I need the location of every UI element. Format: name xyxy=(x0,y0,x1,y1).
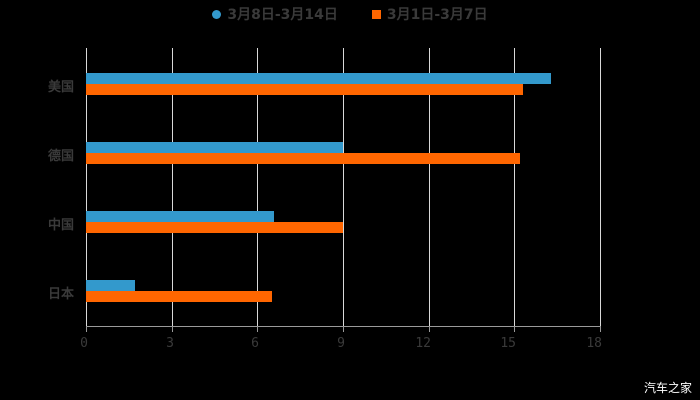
gridline xyxy=(86,48,87,326)
x-axis-tick xyxy=(600,326,601,332)
bar[interactable] xyxy=(86,222,343,233)
x-axis-tick xyxy=(343,326,344,332)
x-axis-tick-label: 18 xyxy=(586,336,602,351)
bar[interactable] xyxy=(86,73,551,84)
legend-item-series-1[interactable]: 3月8日-3月14日 xyxy=(212,4,338,24)
legend-square-icon xyxy=(371,9,381,19)
bar[interactable] xyxy=(86,280,135,291)
gridline xyxy=(257,48,258,326)
bar[interactable] xyxy=(86,142,343,153)
legend-label: 3月8日-3月14日 xyxy=(227,7,338,23)
x-axis-tick xyxy=(429,326,430,332)
legend-circle-icon xyxy=(212,9,222,19)
bar[interactable] xyxy=(86,291,272,302)
x-axis-tick-label: 0 xyxy=(80,336,88,351)
x-axis-tick xyxy=(257,326,258,332)
gridline xyxy=(600,48,601,326)
category-label: 美国 xyxy=(48,80,75,95)
watermark: 汽车之家 xyxy=(643,381,692,395)
chart-legend: 3月8日-3月14日 3月1日-3月7日 xyxy=(0,4,700,24)
bar[interactable] xyxy=(86,211,274,222)
x-axis-tick-label: 6 xyxy=(251,336,259,351)
gridline xyxy=(514,48,515,326)
bar[interactable] xyxy=(86,153,520,164)
x-axis-tick xyxy=(514,326,515,332)
gridline xyxy=(429,48,430,326)
x-axis-tick-label: 9 xyxy=(337,336,345,351)
bar[interactable] xyxy=(86,84,523,95)
x-axis-tick xyxy=(86,326,87,332)
x-axis-tick-label: 15 xyxy=(500,336,516,351)
category-label: 德国 xyxy=(48,149,75,164)
x-axis-tick xyxy=(172,326,173,332)
x-axis-tick-label: 12 xyxy=(415,336,431,351)
legend-label: 3月1日-3月7日 xyxy=(386,7,488,23)
gridline xyxy=(172,48,173,326)
category-label: 日本 xyxy=(48,287,75,302)
category-label: 中国 xyxy=(48,218,75,233)
x-axis-tick-label: 3 xyxy=(166,336,174,351)
gridline xyxy=(343,48,344,326)
legend-item-series-2[interactable]: 3月1日-3月7日 xyxy=(371,4,488,24)
x-axis-line xyxy=(86,326,600,327)
